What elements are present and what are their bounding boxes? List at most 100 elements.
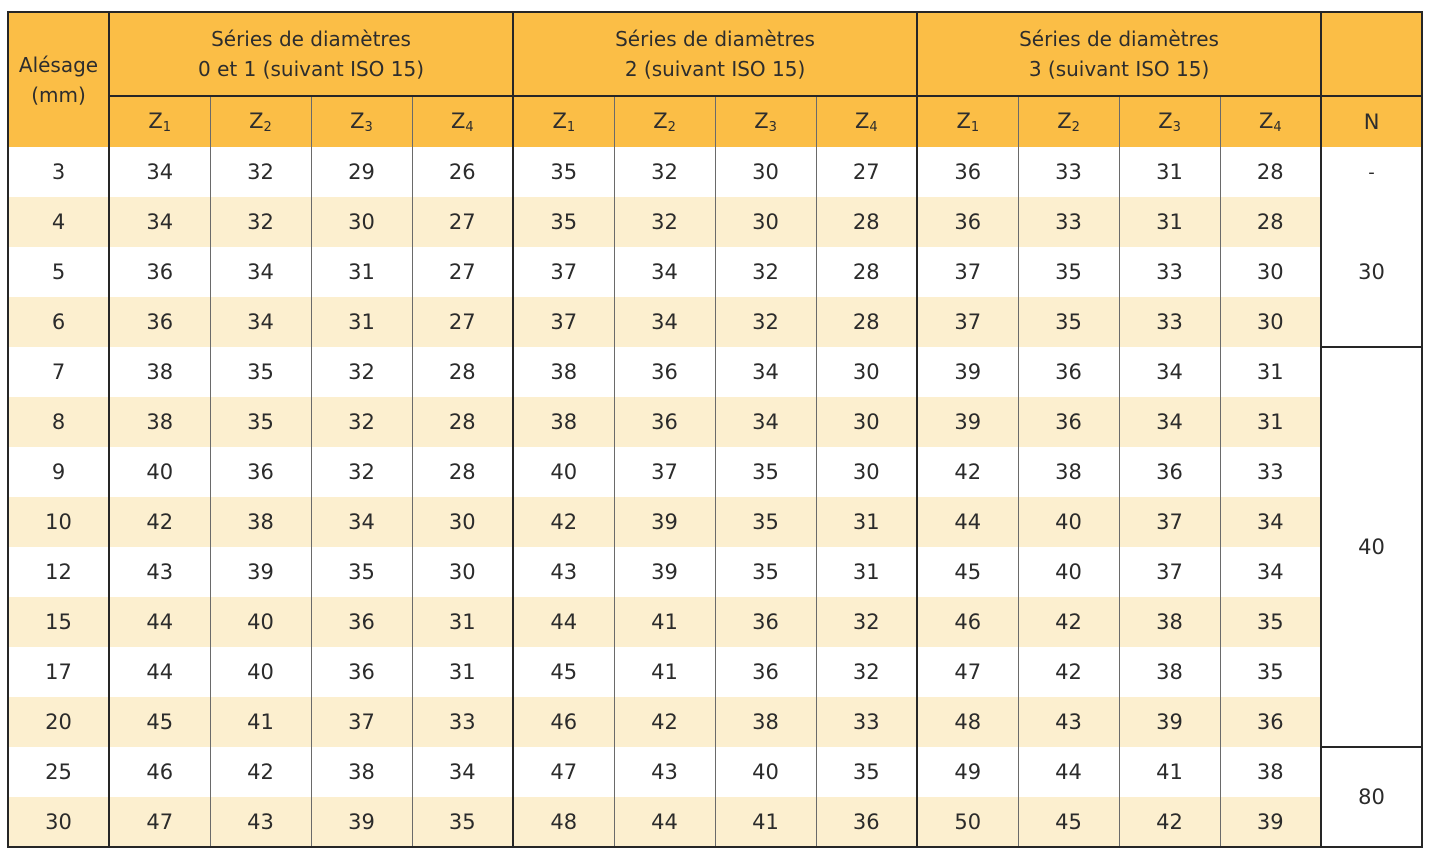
- value-cell: 36: [310, 597, 412, 647]
- bore-cell: 9: [7, 447, 109, 497]
- value-cell: 38: [310, 747, 412, 797]
- value-cell: 26: [411, 147, 514, 197]
- z-letter: Z: [1057, 109, 1072, 133]
- value-cell: 28: [411, 347, 514, 397]
- value-cell: 35: [209, 347, 311, 397]
- z-header: Z3: [1118, 96, 1221, 147]
- table-row: 10 42 38 34 30 42 39 35 31 44 40 37 34: [7, 497, 1422, 547]
- value-cell: 45: [512, 647, 615, 697]
- group-header-3: Séries de diamètres 3 (suivant ISO 15): [916, 11, 1322, 97]
- table-row: 4 34 32 30 27 35 32 30 28 36 33 31 28 30: [7, 197, 1424, 348]
- value-cell: 41: [714, 797, 817, 848]
- value-cell: 30: [714, 147, 817, 197]
- table-row: 20 45 41 37 33 46 42 38 33 48 43 39 36: [7, 697, 1422, 747]
- n-header: N: [1320, 96, 1424, 147]
- value-cell: 35: [714, 547, 817, 597]
- z-header: Z1: [108, 96, 210, 147]
- value-cell: 38: [108, 347, 210, 397]
- value-cell: 31: [310, 247, 412, 297]
- group-header-2: Séries de diamètres 2 (suivant ISO 15): [512, 11, 918, 97]
- z-header-row: Z1 Z2 Z3 Z4 Z1 Z2 Z3 Z4 Z1 Z2 Z3 Z4 N: [8, 96, 1424, 147]
- value-cell: 43: [108, 547, 210, 597]
- value-cell: 30: [1219, 297, 1322, 347]
- z-letter: Z: [350, 109, 365, 133]
- value-cell: 35: [815, 747, 918, 797]
- z-header: Z2: [1017, 96, 1120, 147]
- value-cell: 40: [1017, 497, 1120, 547]
- table-row: 12 43 39 35 30 43 39 35 31 45 40 37 34: [7, 547, 1422, 597]
- value-cell: 42: [613, 697, 716, 747]
- value-cell: 34: [310, 497, 412, 547]
- table-row: 9 40 36 32 28 40 37 35 30 42 38 36 33: [7, 447, 1422, 497]
- value-cell: 32: [310, 447, 412, 497]
- value-cell: 35: [1219, 647, 1322, 697]
- value-cell: 34: [1118, 347, 1221, 397]
- value-cell: 37: [310, 697, 412, 747]
- value-cell: 30: [815, 447, 918, 497]
- value-cell: 34: [714, 347, 817, 397]
- value-cell: 39: [1219, 797, 1322, 848]
- group-header-subtitle: 3 (suivant ISO 15): [1028, 57, 1210, 81]
- z-letter: Z: [148, 109, 163, 133]
- value-cell: 32: [815, 597, 918, 647]
- n-cell: 30: [1320, 197, 1424, 348]
- value-cell: 35: [714, 497, 817, 547]
- value-cell: 40: [512, 447, 615, 497]
- alesage-header: Alésage (mm): [7, 11, 109, 147]
- value-cell: 30: [411, 497, 514, 547]
- z-header: Z2: [209, 96, 311, 147]
- value-cell: 45: [916, 547, 1019, 597]
- value-cell: 35: [209, 397, 311, 447]
- value-cell: 40: [209, 647, 311, 697]
- value-cell: 41: [209, 697, 311, 747]
- value-cell: 33: [1219, 447, 1322, 497]
- value-cell: 31: [1219, 347, 1322, 397]
- value-cell: 29: [310, 147, 412, 197]
- value-cell: 30: [310, 197, 412, 247]
- value-cell: 34: [714, 397, 817, 447]
- z-subscript: 2: [263, 120, 272, 135]
- value-cell: 37: [613, 447, 716, 497]
- value-cell: 28: [411, 397, 514, 447]
- z-header: Z2: [613, 96, 716, 147]
- value-cell: 46: [512, 697, 615, 747]
- table-row: 25 46 42 38 34 47 43 40 35 49 44 41 38 80: [7, 746, 1424, 848]
- bore-cell: 12: [7, 547, 109, 597]
- value-cell: 43: [209, 797, 311, 848]
- value-cell: 40: [1017, 547, 1120, 597]
- value-cell: 47: [512, 747, 615, 797]
- table-body: 3 34 32 29 26 35 32 30 27 36 33 31 28-4 34 32 30 27 35 32 3…: [7, 147, 1424, 848]
- value-cell: 32: [310, 347, 412, 397]
- value-cell: 44: [108, 597, 210, 647]
- value-cell: 42: [1017, 597, 1120, 647]
- z-header: Z4: [1219, 96, 1322, 147]
- value-cell: 37: [512, 247, 615, 297]
- z-subscript: 4: [1273, 120, 1282, 135]
- value-cell: 28: [411, 447, 514, 497]
- table-row: 17 44 40 36 31 45 41 36 32 47 42 38 35: [7, 647, 1422, 697]
- value-cell: 38: [108, 397, 210, 447]
- value-cell: 31: [1219, 397, 1322, 447]
- value-cell: 49: [916, 747, 1019, 797]
- value-cell: 32: [613, 197, 716, 247]
- value-cell: 28: [1219, 147, 1322, 197]
- value-cell: 31: [411, 647, 514, 697]
- value-cell: 32: [815, 647, 918, 697]
- value-cell: 36: [1017, 347, 1120, 397]
- bore-cell: 10: [7, 497, 109, 547]
- value-cell: 34: [108, 197, 210, 247]
- group-header-title: Séries de diamètres: [1019, 27, 1219, 51]
- value-cell: 36: [310, 647, 412, 697]
- value-cell: 38: [1118, 597, 1221, 647]
- z-subscript: 1: [566, 120, 576, 135]
- value-cell: 30: [1219, 247, 1322, 297]
- value-cell: 35: [512, 147, 615, 197]
- value-cell: 47: [108, 797, 210, 848]
- value-cell: 35: [310, 547, 412, 597]
- value-cell: 39: [1118, 697, 1221, 747]
- value-cell: 34: [1219, 497, 1322, 547]
- z-header: Z4: [815, 96, 918, 147]
- z-subscript: 4: [465, 120, 474, 135]
- value-cell: 47: [916, 647, 1019, 697]
- value-cell: 40: [108, 447, 210, 497]
